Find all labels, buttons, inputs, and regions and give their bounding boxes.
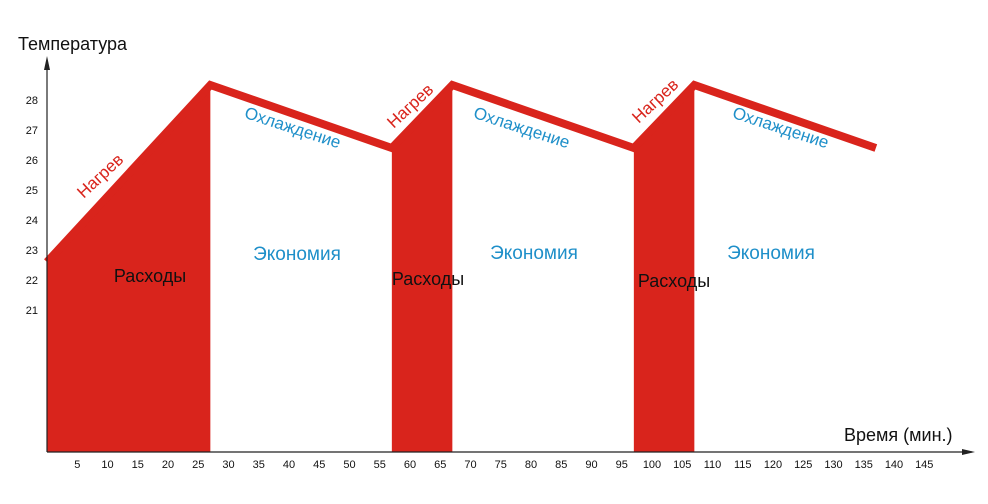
y-tick-label: 27 <box>26 125 38 137</box>
savings-label-2: Экономия <box>490 243 578 264</box>
x-tick-label: 40 <box>283 459 295 471</box>
heating-area-3 <box>633 85 695 452</box>
x-tick-label: 130 <box>824 459 842 471</box>
x-axis-arrow <box>962 449 975 455</box>
costs-label-3: Расходы <box>638 271 710 291</box>
y-tick-label: 22 <box>26 275 38 287</box>
axes <box>44 56 975 455</box>
y-axis-label: Температура <box>18 34 128 54</box>
x-tick-label: 120 <box>764 459 782 471</box>
y-tick-label: 24 <box>26 215 38 227</box>
x-tick-label: 60 <box>404 459 416 471</box>
x-tick-label: 50 <box>343 459 355 471</box>
y-tick-label: 23 <box>26 245 38 257</box>
y-tick-label: 25 <box>26 185 38 197</box>
savings-label-1: Экономия <box>253 244 341 265</box>
x-tick-label: 95 <box>616 459 628 471</box>
x-axis-label: Время (мин.) <box>844 425 953 445</box>
x-tick-label: 15 <box>132 459 144 471</box>
x-tick-label: 5 <box>74 459 80 471</box>
y-tick-label: 26 <box>26 155 38 167</box>
x-tick-label: 140 <box>885 459 903 471</box>
x-tick-label: 145 <box>915 459 933 471</box>
x-tick-label: 10 <box>101 459 113 471</box>
tick-labels: 5 10 15 20 25 30 35 40 45 50 55 60 65 70 75 80 85 90 95 100… <box>26 95 934 471</box>
x-tick-label: 105 <box>673 459 691 471</box>
y-tick-label: 21 <box>26 305 38 317</box>
temperature-curve <box>44 80 878 265</box>
heating-area-2 <box>391 85 453 452</box>
x-tick-label: 45 <box>313 459 325 471</box>
savings-label-3: Экономия <box>727 243 815 264</box>
x-tick-label: 90 <box>585 459 597 471</box>
costs-label-1: Расходы <box>114 266 186 286</box>
x-tick-label: 100 <box>643 459 661 471</box>
x-tick-label: 25 <box>192 459 204 471</box>
x-tick-label: 55 <box>374 459 386 471</box>
x-tick-label: 65 <box>434 459 446 471</box>
x-tick-label: 85 <box>555 459 567 471</box>
temperature-line <box>44 80 878 265</box>
x-tick-label: 135 <box>855 459 873 471</box>
heating-area-1 <box>47 85 211 452</box>
x-tick-label: 80 <box>525 459 537 471</box>
x-tick-label: 70 <box>464 459 476 471</box>
y-axis-arrow <box>44 56 50 70</box>
costs-label-2: Расходы <box>392 269 464 289</box>
x-tick-label: 115 <box>734 459 752 471</box>
x-tick-label: 110 <box>704 459 722 471</box>
x-tick-label: 20 <box>162 459 174 471</box>
x-tick-label: 35 <box>253 459 265 471</box>
heating-areas <box>47 85 695 452</box>
x-tick-label: 75 <box>495 459 507 471</box>
x-tick-label: 125 <box>794 459 812 471</box>
y-tick-label: 28 <box>26 95 38 107</box>
x-tick-label: 30 <box>222 459 234 471</box>
